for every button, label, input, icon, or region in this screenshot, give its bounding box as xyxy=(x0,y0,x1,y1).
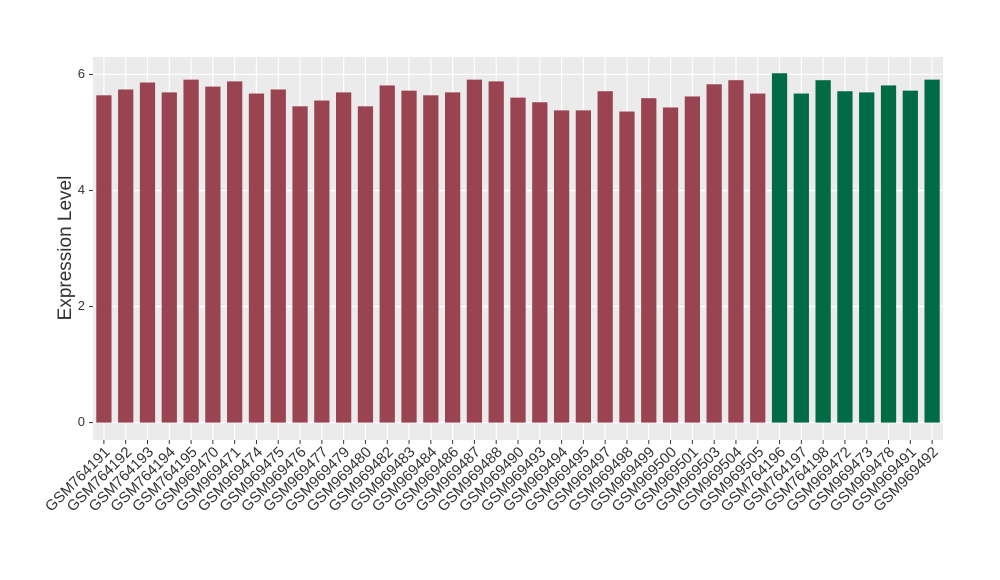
bar xyxy=(96,95,112,423)
bar xyxy=(815,80,831,423)
y-tick-label: 2 xyxy=(78,298,85,313)
bar xyxy=(423,95,439,423)
bar xyxy=(924,79,940,423)
bar xyxy=(532,102,548,423)
bar xyxy=(771,73,788,423)
bar xyxy=(837,91,853,423)
bar xyxy=(118,89,134,423)
bar xyxy=(379,85,395,423)
bar xyxy=(619,111,635,423)
bar xyxy=(227,81,243,423)
bar xyxy=(641,98,657,423)
bar xyxy=(575,110,592,423)
bar xyxy=(139,82,156,423)
bar xyxy=(706,84,722,423)
bar xyxy=(248,93,265,423)
bar xyxy=(336,92,352,423)
bar xyxy=(183,79,199,423)
bar xyxy=(684,96,700,423)
bar xyxy=(270,89,286,423)
bar xyxy=(401,90,417,423)
bar xyxy=(205,86,221,423)
y-tick-label: 6 xyxy=(78,66,85,81)
bar xyxy=(314,100,330,423)
bar xyxy=(357,106,374,423)
bar xyxy=(510,97,526,423)
y-tick-label: 0 xyxy=(78,414,85,429)
bar xyxy=(793,93,809,423)
bar xyxy=(292,106,308,423)
bar xyxy=(161,92,177,423)
bar xyxy=(662,107,679,423)
bar xyxy=(750,93,766,423)
bar xyxy=(488,81,504,423)
bar xyxy=(902,90,918,423)
bar xyxy=(880,85,897,423)
y-axis-label: Expression Level xyxy=(55,176,76,321)
bar xyxy=(553,110,570,423)
bar xyxy=(859,92,875,423)
bar xyxy=(728,80,744,423)
bar xyxy=(466,79,483,423)
bar xyxy=(444,92,461,423)
bar xyxy=(597,91,613,423)
y-tick-label: 4 xyxy=(78,182,85,197)
